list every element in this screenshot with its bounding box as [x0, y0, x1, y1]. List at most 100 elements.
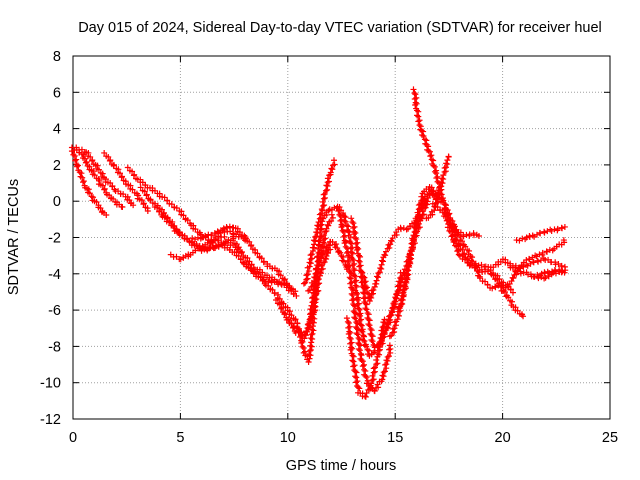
data-point: [454, 248, 461, 255]
series-track-30: [429, 200, 482, 240]
data-point: [138, 197, 145, 204]
data-point: [318, 233, 325, 240]
data-point: [316, 237, 323, 244]
data-point: [254, 250, 261, 257]
data-point: [305, 268, 312, 275]
data-point: [438, 179, 445, 186]
data-point: [433, 175, 440, 182]
data-point: [352, 273, 359, 280]
data-point: [308, 326, 315, 333]
data-point: [378, 257, 385, 264]
data-point: [326, 178, 333, 185]
series-track-2: [68, 144, 126, 210]
data-point: [363, 343, 370, 350]
data-point: [386, 342, 393, 349]
data-point: [373, 273, 380, 280]
data-point: [381, 331, 388, 338]
data-point: [436, 183, 443, 190]
data-point: [329, 166, 336, 173]
data-point: [377, 265, 384, 272]
data-point: [276, 301, 283, 308]
data-point: [411, 90, 418, 97]
data-point: [147, 197, 154, 204]
data-point: [321, 190, 328, 197]
data-point: [513, 271, 520, 278]
data-point: [79, 174, 86, 181]
data-point: [440, 172, 447, 179]
data-point: [268, 279, 275, 286]
data-point: [129, 168, 136, 175]
data-point: [444, 224, 451, 231]
data-point: [336, 211, 343, 218]
data-point: [368, 336, 375, 343]
data-point: [466, 231, 473, 238]
data-point: [408, 244, 415, 251]
data-point: [434, 193, 441, 200]
data-point: [308, 331, 315, 338]
data-point: [235, 245, 242, 252]
data-point: [265, 278, 272, 285]
data-point: [359, 363, 366, 370]
data-point: [101, 186, 108, 193]
data-point: [310, 303, 317, 310]
data-point: [347, 346, 354, 353]
data-point: [389, 305, 396, 312]
data-point: [434, 178, 441, 185]
series-track-10: [208, 223, 290, 287]
data-point: [447, 228, 454, 235]
data-point: [308, 251, 315, 258]
y-tick-label: -12: [40, 412, 61, 428]
data-point: [444, 157, 451, 164]
data-point: [318, 210, 325, 217]
data-point: [312, 234, 319, 241]
data-point: [388, 332, 395, 339]
data-point: [455, 247, 462, 254]
series-track-21: [343, 315, 388, 400]
data-point: [406, 252, 413, 259]
data-point: [303, 328, 310, 335]
data-point: [356, 347, 363, 354]
data-point: [400, 269, 407, 276]
data-point: [119, 203, 126, 210]
data-point: [353, 283, 360, 290]
data-point: [310, 311, 317, 318]
data-point: [345, 259, 352, 266]
data-point: [391, 325, 398, 332]
data-point: [455, 251, 462, 258]
data-point: [320, 191, 327, 198]
data-point: [438, 175, 445, 182]
data-point: [302, 332, 309, 339]
data-point: [505, 294, 512, 301]
data-point: [343, 315, 350, 322]
data-point: [383, 357, 390, 364]
x-tick-label: 5: [176, 430, 184, 446]
data-point: [258, 255, 265, 262]
data-point: [288, 312, 295, 319]
data-point: [295, 327, 302, 334]
data-point: [427, 153, 434, 160]
data-point: [449, 232, 456, 239]
data-point: [309, 244, 316, 251]
data-point: [561, 269, 568, 276]
data-point: [444, 217, 451, 224]
data-point: [101, 149, 108, 156]
data-point: [420, 132, 427, 139]
data-point: [347, 340, 354, 347]
data-point: [93, 198, 100, 205]
data-point: [322, 228, 329, 235]
data-point: [319, 265, 326, 272]
data-point: [346, 334, 353, 341]
data-point: [380, 319, 387, 326]
data-point: [425, 147, 432, 154]
data-point: [349, 357, 356, 364]
data-point: [559, 225, 566, 232]
data-point: [99, 182, 106, 189]
data-point: [83, 158, 90, 165]
data-point: [347, 234, 354, 241]
data-point: [306, 347, 313, 354]
data-point: [381, 368, 388, 375]
data-point: [91, 172, 98, 179]
data-point: [341, 240, 348, 247]
data-point: [328, 165, 335, 172]
